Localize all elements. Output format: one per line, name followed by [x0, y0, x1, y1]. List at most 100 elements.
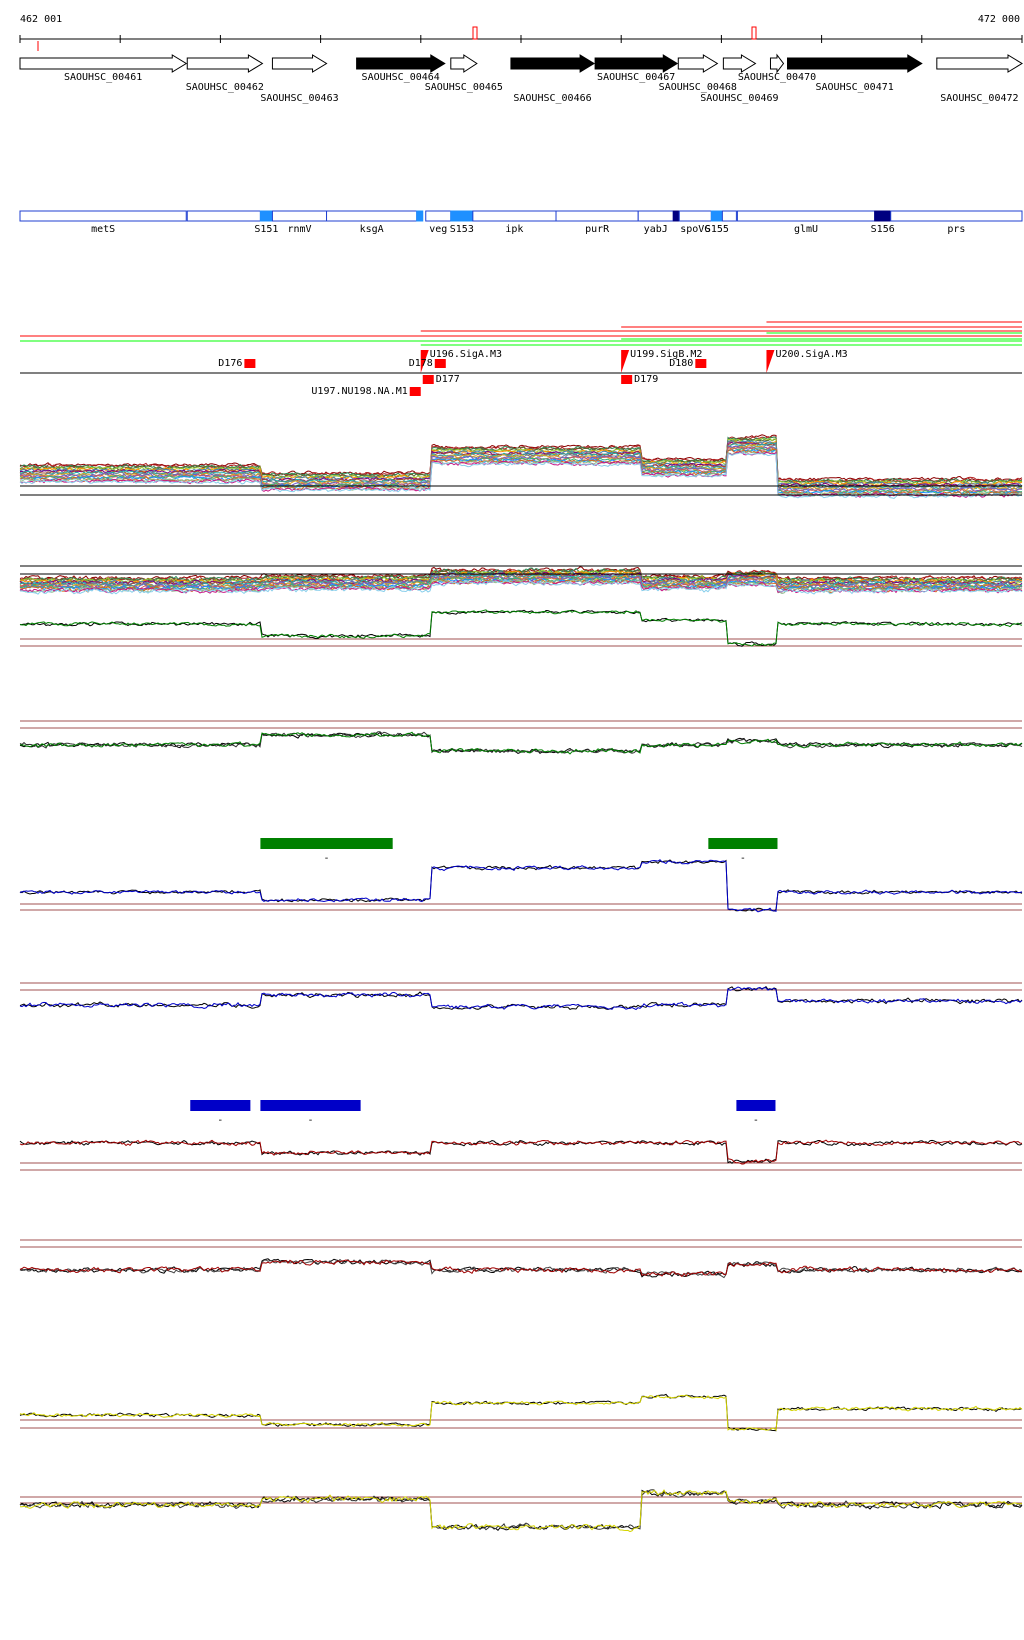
gene-arrow	[769, 53, 785, 74]
terminator-marker	[434, 359, 446, 368]
ruler-marker	[751, 26, 757, 40]
gene-arrow	[787, 54, 923, 73]
tiling-signal-line	[19, 1489, 1023, 1531]
feature-label: U199.SigB.M2	[630, 349, 702, 360]
annotation-label: S155	[705, 224, 729, 235]
start-coordinate-label: 462 001	[20, 14, 62, 25]
gene-label: SAOUHSC_00465	[425, 82, 503, 93]
segment-bar	[260, 838, 393, 849]
condition-signal-line	[19, 580, 1023, 595]
promoter-flag	[420, 350, 429, 373]
feature-label: U200.SigA.M3	[775, 349, 847, 360]
annotation-box	[874, 210, 892, 222]
annotation-track: metS S151 rnmV ksgA veg S153 ipk purR yabJ spoVGS…	[19, 210, 1023, 235]
annotation-box	[186, 210, 261, 222]
gene-label: SAOUHSC_00463	[260, 93, 338, 104]
gene-label: SAOUHSC_00461	[64, 72, 142, 83]
tiling-signal-line	[20, 1489, 1023, 1533]
gene-label: SAOUHSC_00468	[659, 82, 737, 93]
annotation-box	[326, 210, 418, 222]
annotation-box	[721, 210, 737, 222]
annotation-box	[672, 210, 680, 222]
condition-signal-line	[19, 449, 1023, 497]
gene-arrow	[594, 54, 679, 73]
terminator-marker	[422, 375, 434, 384]
tiling-signal-line	[19, 1258, 1023, 1278]
segment-bar	[190, 1100, 251, 1111]
condition-signal-line	[19, 437, 1023, 486]
condition-signal-line	[19, 452, 1023, 500]
gene-arrow	[186, 54, 264, 73]
annotation-label: prs	[947, 224, 965, 235]
terminator-marker	[244, 359, 256, 368]
gene-label: SAOUHSC_00462	[186, 82, 264, 93]
annotation-label: purR	[585, 224, 610, 235]
gene-label: SAOUHSC_00469	[700, 93, 778, 104]
condition-signal-line	[19, 447, 1023, 495]
condition-signal-line	[19, 568, 1023, 584]
feature-label: D178	[409, 358, 433, 369]
tiling-signal-line	[19, 731, 1023, 754]
annotation-label: ipk	[505, 224, 523, 235]
ruler-marker	[472, 26, 478, 40]
tiling-signal-line	[19, 731, 1023, 755]
ruler-ticks	[19, 26, 1023, 51]
condition-signal-line	[20, 436, 1023, 484]
feature-label: D176	[218, 358, 242, 369]
annotation-box	[890, 210, 1023, 222]
gene-label: SAOUHSC_00470	[738, 72, 816, 83]
annotation-label: S151	[254, 224, 278, 235]
gene-arrow	[677, 54, 719, 73]
tiling-signal-line	[19, 1139, 1023, 1165]
annotation-label: ksgA	[360, 224, 384, 235]
gene-label: SAOUHSC_00466	[513, 93, 591, 104]
feature-label: D177	[436, 374, 460, 385]
feature-label: D179	[634, 374, 658, 385]
tiling-signal-line	[19, 1393, 1023, 1432]
annotation-box	[425, 210, 452, 222]
annotation-label: S156	[871, 224, 895, 235]
annotation-label: rnmV	[287, 224, 311, 235]
gene-label: SAOUHSC_00471	[816, 82, 894, 93]
annotation-label: glmU	[794, 224, 818, 235]
tiling-signal-line	[19, 609, 1023, 647]
gene-arrow	[450, 54, 478, 73]
annotation-box	[678, 210, 712, 222]
segment-strand-label: -	[307, 1115, 313, 1126]
tiling-signal-line	[19, 1259, 1023, 1278]
terminator-marker	[695, 359, 707, 368]
promoter-flag	[621, 350, 630, 373]
signal-tracks: - - - - -	[19, 434, 1023, 1533]
promoter-flag	[766, 350, 775, 373]
annotation-box	[416, 210, 424, 222]
feature-label: U196.SigA.M3	[430, 349, 502, 360]
annotation-label: spoVG	[680, 224, 710, 235]
tiling-signal-line	[19, 859, 1023, 913]
annotation-label: metS	[91, 224, 115, 235]
tiling-signal-line	[19, 1139, 1023, 1164]
annotation-box	[259, 210, 273, 222]
annotation-box	[271, 210, 328, 222]
segment-strand-label: -	[324, 853, 330, 864]
annotation-label: veg	[429, 224, 447, 235]
feature-label: D180	[669, 358, 693, 369]
annotation-label: S153	[450, 224, 474, 235]
gene-arrow	[936, 54, 1023, 73]
annotation-box	[450, 210, 474, 222]
terminator-marker	[621, 375, 633, 384]
gene-arrow	[271, 54, 328, 73]
gene-arrow	[510, 54, 596, 73]
condition-signal-line	[19, 434, 1023, 482]
annotation-label: yabJ	[644, 224, 668, 235]
gene-label: SAOUHSC_00464	[362, 72, 440, 83]
annotation-box	[736, 210, 876, 222]
gene-arrow	[722, 54, 757, 73]
segment-bar	[736, 1100, 776, 1111]
annotation-box	[19, 210, 187, 222]
gene-label: SAOUHSC_00472	[940, 93, 1018, 104]
tiling-signal-line	[19, 986, 1023, 1011]
condition-signal-line	[19, 448, 1023, 497]
feature-label: U197.NU198.NA.M1	[311, 386, 407, 397]
